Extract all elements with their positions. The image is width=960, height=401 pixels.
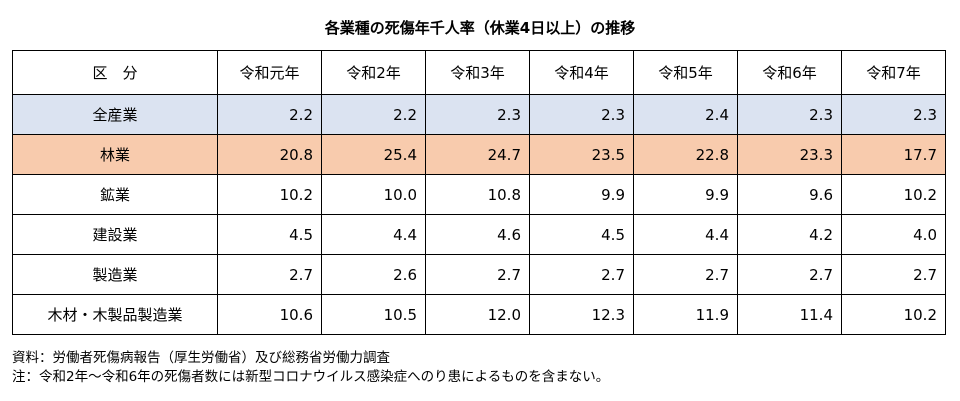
- table-cell: 25.4: [321, 134, 426, 175]
- table-cell: 9.9: [529, 174, 634, 215]
- table-cell: 10.8: [425, 174, 530, 215]
- table-cell: 12.3: [529, 294, 634, 335]
- table-cell: 4.0: [841, 214, 946, 255]
- table-row-all-industries: 全産業 2.2 2.2 2.3 2.3 2.4 2.3 2.3: [12, 94, 946, 135]
- table-cell: 11.4: [737, 294, 842, 335]
- table-cell: 24.7: [425, 134, 530, 175]
- table-cell: 4.5: [529, 214, 634, 255]
- table-cell: 2.4: [633, 94, 738, 135]
- table-cell: 2.3: [529, 94, 634, 135]
- source-note: 資料：労働者死傷病報告（厚生労働省）及び総務省労働力調査: [12, 350, 390, 366]
- table-row-construction: 建設業 4.5 4.4 4.6 4.5 4.4 4.2 4.0: [12, 214, 946, 255]
- table-cell: 10.6: [217, 294, 322, 335]
- table-cell: 2.7: [841, 254, 946, 295]
- row-label: 建設業: [12, 214, 218, 255]
- header-year: 令和2年: [321, 50, 426, 95]
- table-cell: 17.7: [841, 134, 946, 175]
- table-title: 各業種の死傷年千人率（休業4日以上）の推移: [324, 19, 636, 37]
- table-row-forestry: 林業 20.8 25.4 24.7 23.5 22.8 23.3 17.7: [12, 134, 946, 175]
- table-cell: 4.5: [217, 214, 322, 255]
- table-cell: 2.7: [529, 254, 634, 295]
- row-label: 木材・木製品製造業: [12, 294, 218, 335]
- table-cell: 2.7: [633, 254, 738, 295]
- table-cell: 9.9: [633, 174, 738, 215]
- table-cell: 2.7: [737, 254, 842, 295]
- header-year: 令和5年: [633, 50, 738, 95]
- table-cell: 11.9: [633, 294, 738, 335]
- footnote: 注：令和2年～令和6年の死傷者数には新型コロナウイルス感染症へのり患によるものを…: [12, 369, 610, 385]
- table-cell: 2.3: [425, 94, 530, 135]
- table-cell: 2.7: [425, 254, 530, 295]
- table-cell: 22.8: [633, 134, 738, 175]
- header-year: 令和3年: [425, 50, 530, 95]
- row-label: 全産業: [12, 94, 218, 135]
- table-cell: 10.2: [841, 294, 946, 335]
- table-cell: 2.3: [737, 94, 842, 135]
- header-year: 令和4年: [529, 50, 634, 95]
- table-cell: 10.2: [841, 174, 946, 215]
- table-cell: 10.2: [217, 174, 322, 215]
- row-label: 林業: [12, 134, 218, 175]
- table-row-mining: 鉱業 10.2 10.0 10.8 9.9 9.9 9.6 10.2: [12, 174, 946, 215]
- row-label: 鉱業: [12, 174, 218, 215]
- row-label: 製造業: [12, 254, 218, 295]
- table-cell: 23.5: [529, 134, 634, 175]
- table-cell: 2.2: [217, 94, 322, 135]
- table-cell: 10.0: [321, 174, 426, 215]
- header-category: 区 分: [12, 50, 218, 95]
- table-cell: 10.5: [321, 294, 426, 335]
- table-row-manufacturing: 製造業 2.7 2.6 2.7 2.7 2.7 2.7 2.7: [12, 254, 946, 295]
- table-cell: 9.6: [737, 174, 842, 215]
- footnotes: 資料：労働者死傷病報告（厚生労働省）及び総務省労働力調査 注：令和2年～令和6年…: [12, 349, 609, 387]
- table-cell: 4.4: [633, 214, 738, 255]
- table-cell: 2.3: [841, 94, 946, 135]
- table-row-wood-products: 木材・木製品製造業 10.6 10.5 12.0 12.3 11.9 11.4 …: [12, 294, 946, 335]
- header-year: 令和元年: [217, 50, 322, 95]
- header-year: 令和6年: [737, 50, 842, 95]
- table-cell: 2.6: [321, 254, 426, 295]
- table-cell: 12.0: [425, 294, 530, 335]
- table-cell: 4.6: [425, 214, 530, 255]
- table-cell: 4.2: [737, 214, 842, 255]
- table-cell: 23.3: [737, 134, 842, 175]
- table-cell: 20.8: [217, 134, 322, 175]
- table-cell: 2.7: [217, 254, 322, 295]
- table-cell: 4.4: [321, 214, 426, 255]
- header-year: 令和7年: [841, 50, 946, 95]
- header-row: 区 分 令和元年 令和2年 令和3年 令和4年 令和5年 令和6年 令和7年: [12, 50, 946, 95]
- injury-rate-table: 区 分 令和元年 令和2年 令和3年 令和4年 令和5年 令和6年 令和7年 全…: [12, 50, 946, 335]
- table-cell: 2.2: [321, 94, 426, 135]
